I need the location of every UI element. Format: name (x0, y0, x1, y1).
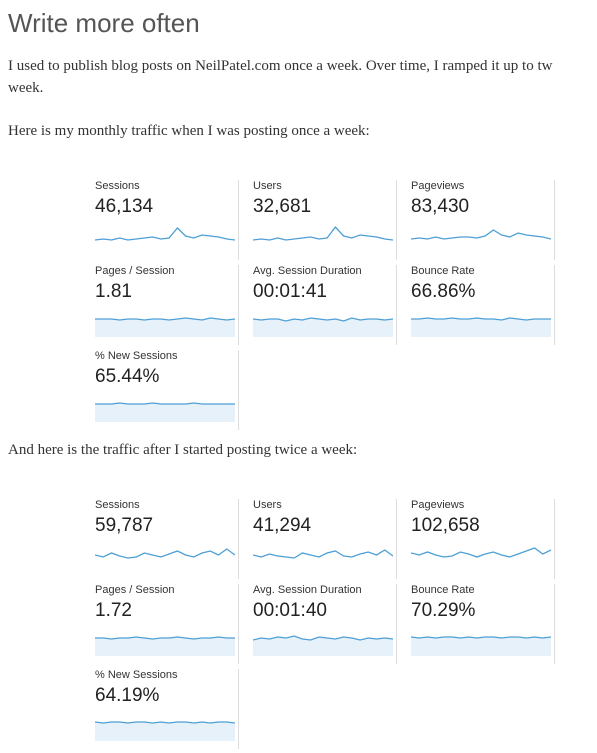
metric-value: 65.44% (95, 366, 160, 387)
metric-label: Avg. Session Duration (253, 265, 362, 277)
metric-label: Users (253, 499, 282, 511)
metric-value: 102,658 (411, 515, 480, 536)
metric-value: 70.29% (411, 600, 476, 621)
sparkline-line (253, 317, 393, 322)
sparkline-line (253, 549, 393, 559)
metric-card: Pageviews 83,430 (404, 180, 555, 260)
sparkline-area (253, 318, 393, 337)
metric-label: Pages / Session (95, 265, 175, 277)
sparkline (411, 229, 551, 240)
metric-label: % New Sessions (95, 669, 178, 681)
metric-value: 00:01:41 (253, 281, 327, 302)
sparkline-area (411, 637, 551, 656)
sparkline-line (95, 721, 235, 724)
metric-label: Sessions (95, 499, 140, 511)
sparkline-line (95, 402, 235, 405)
metric-card: Sessions 59,787 (88, 499, 239, 579)
metric-value: 64.19% (95, 685, 160, 706)
sparkline-line (95, 636, 235, 640)
paragraph: I used to publish blog posts on NeilPate… (8, 58, 553, 74)
metric-card: Pages / Session 1.72 (88, 584, 239, 664)
metric-value: 41,294 (253, 515, 312, 536)
metric-card: Avg. Session Duration 00:01:40 (246, 584, 397, 664)
metric-label: Bounce Rate (411, 265, 475, 277)
metric-value: 1.81 (95, 281, 132, 302)
metric-value: 83,430 (411, 196, 470, 217)
sparkline (411, 636, 551, 656)
metric-label: Pages / Session (95, 584, 175, 596)
metric-label: Avg. Session Duration (253, 584, 362, 596)
sparkline-line (95, 317, 235, 321)
sparkline (95, 636, 235, 656)
metric-card: Pageviews 102,658 (404, 499, 555, 579)
sparkline (95, 227, 235, 241)
metric-card: Sessions 46,134 (88, 180, 239, 260)
paragraph: And here is the traffic after I started … (8, 442, 358, 458)
sparkline-area (95, 318, 235, 337)
sparkline-area (253, 636, 393, 656)
sparkline-line (411, 317, 551, 321)
metric-card: Pages / Session 1.81 (88, 265, 239, 345)
metric-label: Sessions (95, 180, 140, 192)
sparkline (411, 547, 551, 558)
sparkline (253, 635, 393, 656)
sparkline (253, 225, 393, 241)
sparkline-area (95, 637, 235, 656)
metric-label: % New Sessions (95, 350, 178, 362)
metric-value: 66.86% (411, 281, 476, 302)
sparkline-line (411, 636, 551, 639)
metric-label: Bounce Rate (411, 584, 475, 596)
sparkline (95, 721, 235, 741)
paragraph: week. (8, 80, 44, 96)
title: Write more often (8, 8, 200, 38)
sparkline-area (95, 403, 235, 422)
sparkline (253, 549, 393, 559)
metric-card: % New Sessions 65.44% (88, 350, 239, 430)
metric-value: 59,787 (95, 515, 154, 536)
sparkline (95, 317, 235, 337)
metric-card: Users 32,681 (246, 180, 397, 260)
sparkline (95, 548, 235, 559)
metric-label: Pageviews (411, 499, 465, 511)
metric-value: 46,134 (95, 196, 154, 217)
metric-label: Pageviews (411, 180, 465, 192)
sparkline-line (411, 547, 551, 558)
metric-card: Avg. Session Duration 00:01:41 (246, 265, 397, 345)
sparkline-area (95, 722, 235, 741)
sparkline (95, 402, 235, 422)
paragraph: Here is my monthly traffic when I was po… (8, 123, 370, 139)
metric-card: Bounce Rate 70.29% (404, 584, 555, 664)
sparkline-line (253, 225, 393, 241)
sparkline-area (411, 318, 551, 337)
sparkline (411, 317, 551, 337)
metric-card: Bounce Rate 66.86% (404, 265, 555, 345)
sparkline-line (411, 229, 551, 240)
metric-value: 32,681 (253, 196, 312, 217)
sparkline (253, 317, 393, 337)
metric-value: 1.72 (95, 600, 132, 621)
metric-card: % New Sessions 64.19% (88, 669, 239, 749)
metric-card: Users 41,294 (246, 499, 397, 579)
sparkline-line (253, 635, 393, 641)
metric-value: 00:01:40 (253, 600, 327, 621)
metric-label: Users (253, 180, 282, 192)
sparkline-line (95, 227, 235, 241)
sparkline-line (95, 548, 235, 559)
